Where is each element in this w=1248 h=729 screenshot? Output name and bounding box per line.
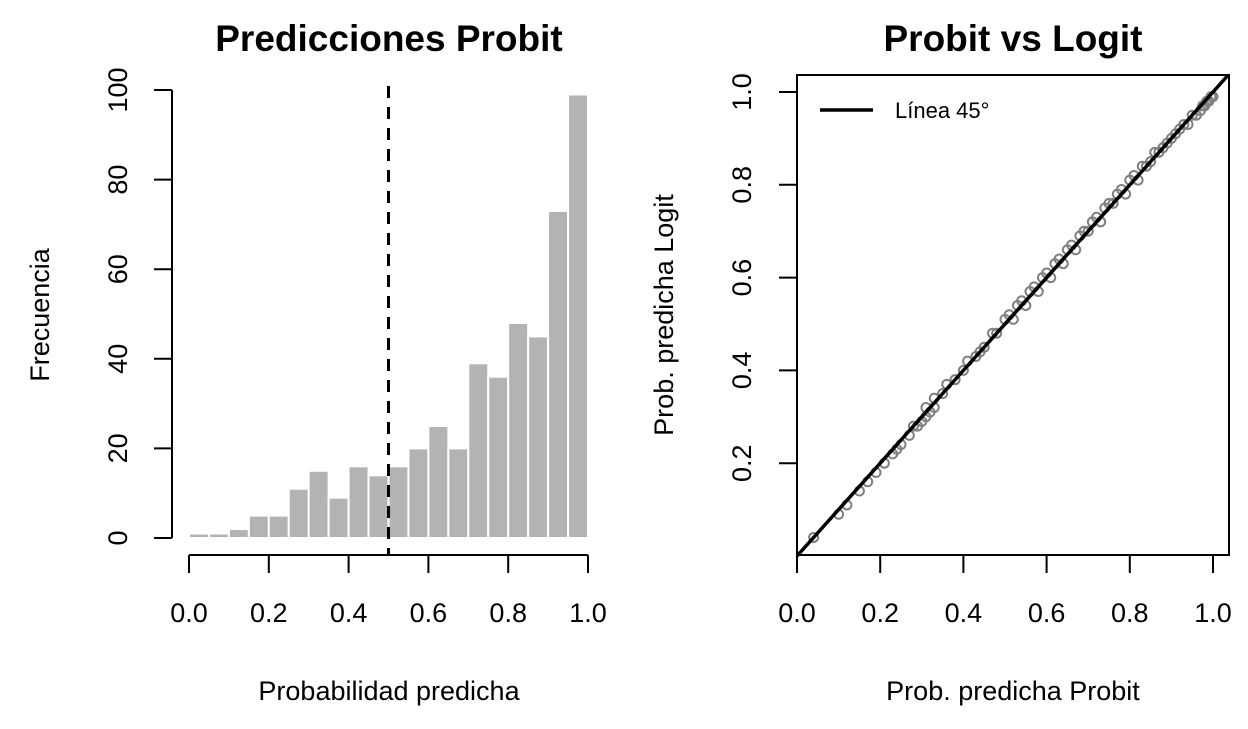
histogram-bar bbox=[247, 514, 270, 539]
scatter-point bbox=[1145, 156, 1157, 168]
scatter-point bbox=[1178, 118, 1190, 130]
x-tick-label: 1.0 bbox=[1194, 598, 1232, 628]
scatter-point bbox=[991, 327, 1003, 339]
histogram-bar bbox=[267, 514, 290, 539]
histogram-bar bbox=[407, 447, 430, 539]
x-tick-label: 0.6 bbox=[410, 598, 448, 628]
y-tick-label: 0.4 bbox=[727, 352, 757, 390]
histogram-bar bbox=[347, 465, 370, 540]
scatter-point bbox=[957, 364, 969, 376]
scatter-point bbox=[1082, 225, 1094, 237]
scatter-point bbox=[1107, 197, 1119, 209]
scatter-point bbox=[1186, 109, 1198, 121]
y-tick-label: 0.6 bbox=[727, 259, 757, 297]
y-tick-label: 100 bbox=[103, 67, 133, 112]
histogram-bar bbox=[547, 209, 570, 540]
x-tick-label: 0.0 bbox=[170, 598, 208, 628]
x-tick-label: 1.0 bbox=[569, 598, 607, 628]
y-tick-label: 0 bbox=[103, 530, 133, 545]
histogram-bar bbox=[227, 528, 250, 539]
histogram-bar bbox=[527, 335, 550, 539]
scatter-point bbox=[937, 388, 949, 400]
histogram-bar bbox=[188, 532, 210, 540]
x-tick-label: 0.4 bbox=[945, 598, 983, 628]
histogram-bar bbox=[287, 487, 310, 539]
legend-label: Línea 45° bbox=[895, 98, 989, 123]
histogram-panel: Predicciones Probit 0.0 0.2 0.4 0.6 0.8 1.0 0… bbox=[25, 18, 607, 706]
x-tick-label: 0.4 bbox=[330, 598, 368, 628]
histogram-bar bbox=[507, 321, 530, 539]
histogram-x-axis: 0.0 0.2 0.4 0.6 0.8 1.0 bbox=[170, 554, 607, 628]
histogram-bar bbox=[307, 469, 330, 539]
x-tick-label: 0.8 bbox=[489, 598, 527, 628]
histogram-y-label: Frecuencia bbox=[25, 247, 55, 382]
y-tick-label: 20 bbox=[103, 433, 133, 463]
scatter-x-axis: 0.0 0.2 0.4 0.6 0.8 1.0 bbox=[778, 555, 1232, 628]
x-tick-label: 0.0 bbox=[778, 598, 816, 628]
x-tick-label: 0.6 bbox=[1028, 598, 1066, 628]
y-tick-label: 40 bbox=[103, 344, 133, 374]
scatter-point bbox=[808, 531, 820, 543]
y-tick-label: 1.0 bbox=[727, 73, 757, 111]
histogram-bar bbox=[447, 447, 470, 539]
histogram-x-label: Probabilidad predicha bbox=[258, 676, 520, 706]
scatter-y-axis: 0.2 0.4 0.6 0.8 1.0 bbox=[727, 73, 797, 482]
legend: Línea 45° bbox=[820, 98, 989, 123]
scatter-plot-box bbox=[796, 74, 1230, 556]
x-tick-label: 0.2 bbox=[250, 598, 288, 628]
histogram-bar bbox=[467, 362, 490, 539]
y-tick-label: 80 bbox=[103, 165, 133, 195]
scatter-panel: Probit vs Logit 0.0 0.2 0.4 0.6 0.8 1.0 0.20.… bbox=[649, 18, 1232, 706]
x-tick-label: 0.8 bbox=[1111, 598, 1149, 628]
scatter-point bbox=[978, 341, 990, 353]
y-tick-label: 0.8 bbox=[727, 166, 757, 204]
scatter-point bbox=[949, 374, 961, 386]
histogram-bar bbox=[207, 532, 230, 540]
histogram-bar bbox=[567, 93, 589, 539]
x-tick-label: 0.2 bbox=[861, 598, 899, 628]
histogram-bar bbox=[427, 425, 450, 539]
histogram-bar bbox=[327, 496, 350, 539]
histogram-bar bbox=[387, 465, 410, 540]
y-tick-label: 0.2 bbox=[727, 444, 757, 482]
scatter-title: Probit vs Logit bbox=[884, 18, 1143, 59]
reference-45-line bbox=[795, 73, 1230, 558]
histogram-bar bbox=[487, 375, 510, 539]
scatter-point bbox=[907, 420, 919, 432]
scatter-x-label: Prob. predicha Probit bbox=[886, 676, 1140, 706]
scatter-y-label: Prob. predicha Logit bbox=[649, 194, 679, 436]
histogram-bar bbox=[367, 474, 390, 539]
y-tick-label: 60 bbox=[103, 254, 133, 284]
histogram-title: Predicciones Probit bbox=[215, 18, 563, 59]
histogram-bars bbox=[188, 93, 589, 540]
histogram-y-axis: 0 20 40 60 80 100 bbox=[103, 67, 173, 546]
